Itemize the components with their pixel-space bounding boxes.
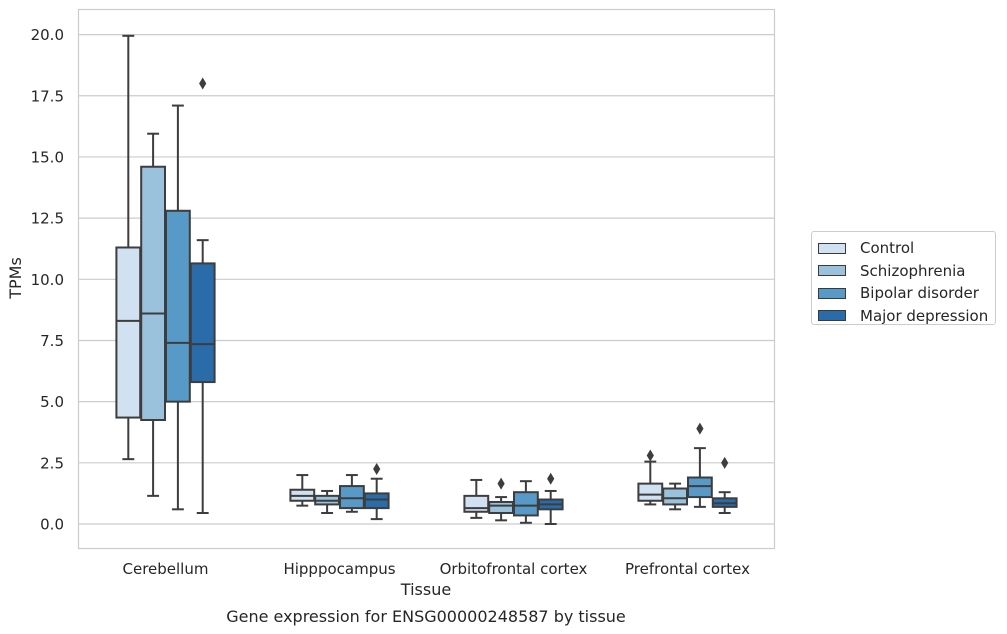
legend-swatch bbox=[818, 287, 846, 299]
y-tick-label: 15.0 bbox=[31, 148, 64, 166]
box bbox=[363, 462, 390, 521]
legend-swatch bbox=[818, 310, 846, 322]
outlier-point bbox=[547, 472, 555, 485]
box bbox=[537, 472, 564, 525]
legend-label: Major depression bbox=[860, 306, 989, 325]
legend-item: Schizophrenia bbox=[818, 260, 995, 283]
outlier-point bbox=[696, 422, 704, 435]
box bbox=[711, 456, 738, 514]
box-body bbox=[512, 491, 539, 517]
box-body bbox=[686, 476, 713, 499]
box bbox=[164, 104, 191, 511]
y-tick-label: 20.0 bbox=[31, 26, 64, 44]
box bbox=[512, 480, 539, 524]
legend-item: Bipolar disorder bbox=[818, 282, 995, 305]
y-tick-label: 0.0 bbox=[40, 516, 64, 534]
outlier-point bbox=[199, 77, 207, 90]
x-tick-label: Cerebellum bbox=[123, 560, 209, 578]
box bbox=[189, 77, 216, 514]
y-tick-label: 2.5 bbox=[40, 454, 64, 472]
legend-item: Major depression bbox=[818, 305, 995, 328]
box-body bbox=[463, 494, 490, 513]
box bbox=[115, 34, 142, 461]
legend-swatch bbox=[818, 265, 846, 277]
box-body bbox=[164, 209, 191, 403]
y-tick-label: 7.5 bbox=[40, 332, 64, 350]
x-axis-label: Tissue bbox=[400, 580, 451, 599]
outlier-point bbox=[497, 477, 505, 490]
y-tick-label: 17.5 bbox=[31, 87, 64, 105]
box bbox=[140, 132, 167, 497]
box bbox=[488, 477, 515, 522]
box-body bbox=[488, 500, 515, 514]
box-body bbox=[115, 246, 142, 419]
box-body bbox=[363, 492, 390, 510]
box bbox=[338, 474, 365, 513]
box bbox=[662, 482, 689, 511]
box bbox=[314, 489, 341, 514]
y-tick-label: 10.0 bbox=[31, 271, 64, 289]
outlier-point bbox=[373, 462, 381, 475]
legend-label: Bipolar disorder bbox=[860, 284, 979, 303]
y-axis-label: TPMs bbox=[6, 257, 25, 300]
box-body bbox=[338, 485, 365, 510]
y-tick-label: 12.5 bbox=[31, 210, 64, 228]
box bbox=[463, 478, 490, 519]
x-tick-label: Prefrontal cortex bbox=[625, 560, 750, 578]
boxes bbox=[115, 34, 738, 525]
box-body bbox=[189, 262, 216, 384]
chart-title: Gene expression for ENSG00000248587 by t… bbox=[226, 607, 626, 626]
x-tick-label: Hipppocampus bbox=[283, 560, 395, 578]
legend-item: Control bbox=[818, 237, 995, 260]
box bbox=[289, 474, 316, 507]
x-tick-label: Orbitofrontal cortex bbox=[440, 560, 588, 578]
legend-label: Control bbox=[860, 239, 915, 258]
legend-swatch bbox=[818, 242, 846, 254]
plot-area-frame bbox=[77, 8, 776, 550]
legend: Control Schizophrenia Bipolar disorder Majo… bbox=[811, 231, 996, 325]
box bbox=[686, 422, 713, 508]
box-body bbox=[637, 482, 664, 502]
outlier-point bbox=[721, 456, 729, 469]
box bbox=[637, 449, 664, 506]
box-body bbox=[662, 487, 689, 506]
outlier-point bbox=[646, 449, 654, 462]
legend-label: Schizophrenia bbox=[860, 261, 966, 280]
box-body bbox=[140, 165, 167, 422]
x-tick-labels: Cerebellum Hipppocampus Orbitofrontal cort… bbox=[123, 560, 751, 578]
y-tick-label: 5.0 bbox=[40, 393, 64, 411]
y-tick-labels: 0.0 2.5 5.0 7.5 10.0 12.5 15.0 17.5 20.0 bbox=[31, 26, 64, 533]
